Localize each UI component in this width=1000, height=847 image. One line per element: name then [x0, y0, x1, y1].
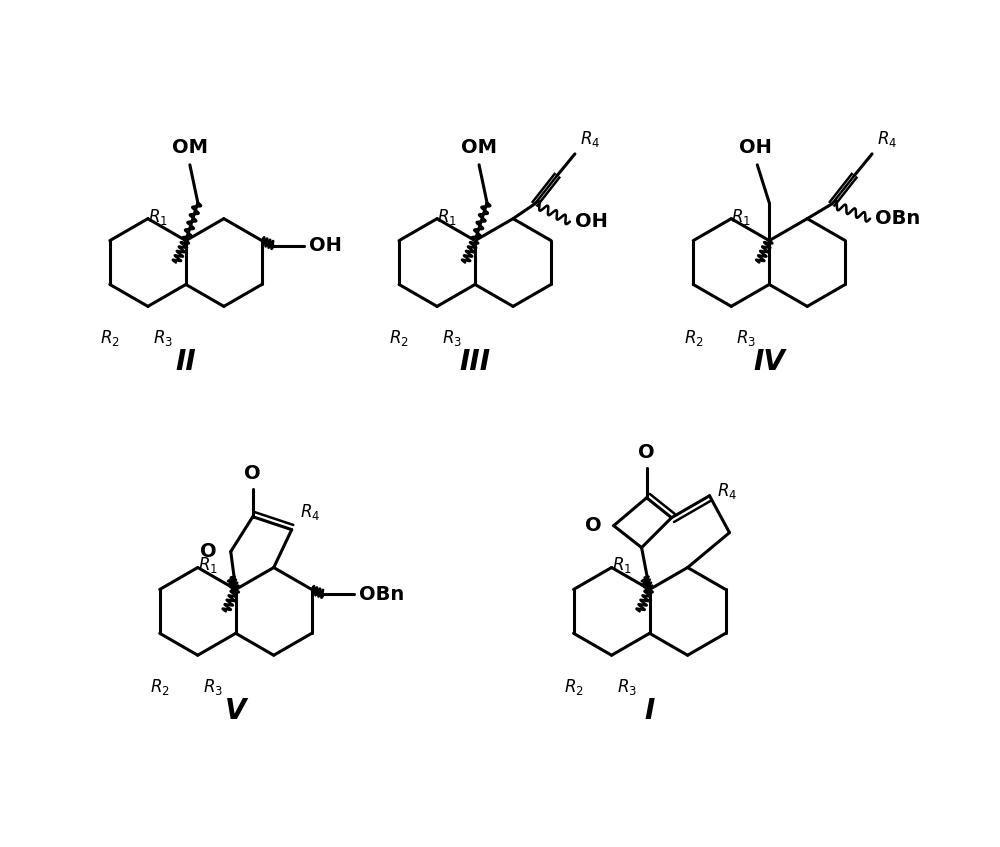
Text: V: V — [225, 697, 246, 725]
Text: $R_2$: $R_2$ — [150, 677, 170, 697]
Text: $R_2$: $R_2$ — [684, 329, 703, 348]
Text: OH: OH — [309, 236, 342, 255]
Text: OM: OM — [461, 138, 497, 157]
Text: $R_4$: $R_4$ — [580, 129, 600, 149]
Text: $R_1$: $R_1$ — [612, 556, 632, 575]
Text: $R_3$: $R_3$ — [617, 677, 637, 697]
Text: $R_1$: $R_1$ — [437, 207, 457, 227]
Text: OM: OM — [172, 138, 208, 157]
Text: $R_1$: $R_1$ — [731, 207, 751, 227]
Text: OH: OH — [575, 212, 608, 231]
Text: III: III — [460, 348, 491, 376]
Text: $R_1$: $R_1$ — [198, 556, 218, 575]
Text: O: O — [585, 516, 602, 535]
Text: $R_4$: $R_4$ — [877, 129, 897, 149]
Text: O: O — [200, 542, 217, 561]
Text: O: O — [244, 464, 261, 483]
Text: $R_3$: $R_3$ — [203, 677, 223, 697]
Text: I: I — [644, 697, 655, 725]
Text: $R_2$: $R_2$ — [564, 677, 584, 697]
Text: $R_3$: $R_3$ — [153, 329, 173, 348]
Text: IV: IV — [753, 348, 785, 376]
Text: $R_3$: $R_3$ — [442, 329, 462, 348]
Text: OBn: OBn — [875, 209, 920, 228]
Text: O: O — [638, 443, 655, 462]
Text: II: II — [176, 348, 196, 376]
Text: $R_1$: $R_1$ — [148, 207, 168, 227]
Text: OBn: OBn — [359, 585, 404, 604]
Text: OH: OH — [739, 138, 772, 157]
Text: $R_3$: $R_3$ — [736, 329, 756, 348]
Text: $R_2$: $R_2$ — [100, 329, 120, 348]
Text: $R_4$: $R_4$ — [717, 481, 738, 501]
Text: $R_2$: $R_2$ — [389, 329, 409, 348]
Text: $R_4$: $R_4$ — [300, 501, 320, 522]
